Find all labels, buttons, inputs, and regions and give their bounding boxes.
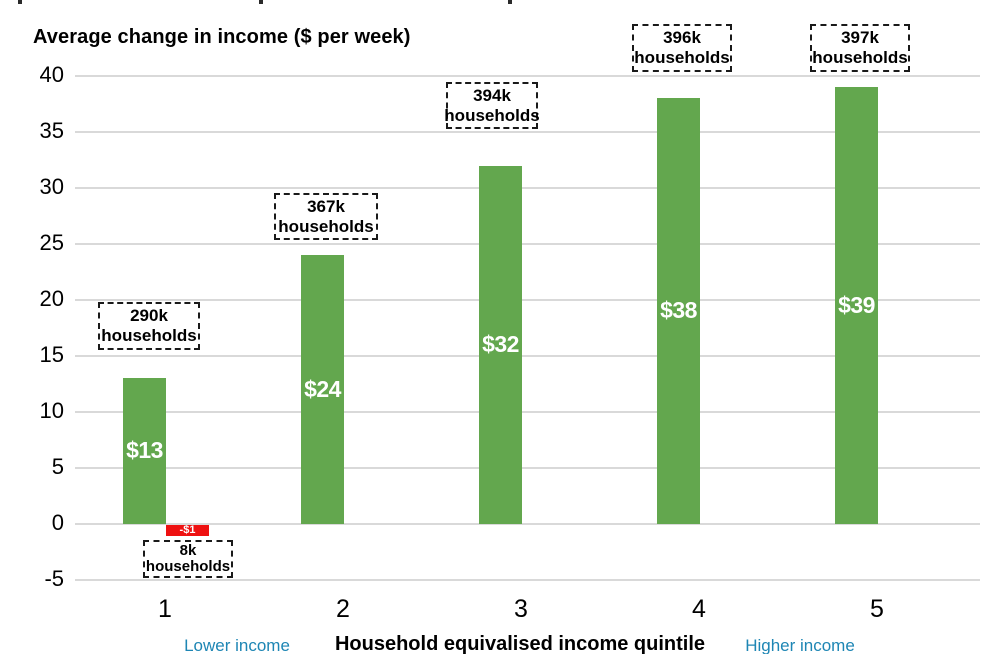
y-axis-tick-label: 25	[39, 230, 64, 255]
x-axis-title: Household equivalised income quintile	[334, 633, 706, 654]
x-axis-tick-label-5: 5	[870, 595, 884, 623]
cropped-text-artifact	[508, 0, 512, 4]
households-callout-text: households	[278, 216, 374, 236]
cropped-text-artifact	[18, 0, 22, 4]
households-callout-positive-bar-1: 290k households	[98, 302, 200, 350]
bar-value-label-5: $39	[838, 291, 875, 318]
negative-bar-value-label: -$1	[179, 524, 196, 537]
x-axis-higher-income-label: Higher income	[745, 636, 855, 654]
gridline-y-30	[75, 187, 980, 189]
households-callout-text: 290k	[130, 306, 168, 325]
households-callout-positive-bar-2: 367k households	[274, 193, 378, 240]
positive-bar-1	[123, 378, 166, 524]
x-axis-tick-label-4: 4	[692, 595, 706, 623]
positive-bar-3	[479, 165, 522, 524]
households-callout-text: 367k	[307, 196, 345, 216]
y-axis-tick-label: 35	[39, 118, 64, 143]
y-axis-tick-label: 40	[39, 62, 64, 87]
y-axis-tick-label: 10	[39, 398, 64, 423]
gridline-y--5	[75, 579, 980, 581]
positive-bar-2	[301, 255, 344, 524]
x-axis-tick-label-2: 2	[336, 595, 350, 623]
households-callout-text: households	[812, 48, 908, 67]
x-axis-tick-label-1: 1	[158, 595, 172, 623]
bar-value-label-4: $38	[660, 297, 697, 324]
households-callout-text: households	[145, 558, 231, 575]
households-callout-negative-bar-1: 8k households	[143, 540, 233, 578]
households-callout-text: 397k	[841, 28, 879, 47]
households-callout-text: 396k	[663, 28, 701, 47]
households-callout-text: 394k	[473, 85, 511, 105]
gridline-y-15	[75, 355, 980, 357]
y-axis-tick-label: 15	[39, 342, 64, 367]
negative-bar-1	[166, 525, 209, 537]
y-axis-tick-label: -5	[44, 566, 64, 591]
gridline-y-10	[75, 411, 980, 413]
positive-bar-4	[657, 98, 700, 524]
gridline-y-40	[75, 75, 980, 77]
gridline-y-20	[75, 299, 980, 301]
x-axis-lower-income-label: Lower income	[184, 636, 290, 654]
bar-value-label-3: $32	[482, 330, 519, 357]
gridline-y-35	[75, 131, 980, 133]
bar-value-label-1: $13	[126, 437, 163, 464]
households-callout-text: households	[634, 48, 730, 67]
y-axis-tick-label: 30	[39, 174, 64, 199]
bar-value-label-2: $24	[304, 375, 341, 402]
y-axis-tick-label: 20	[39, 286, 64, 311]
cropped-text-artifact	[259, 0, 263, 4]
households-callout-positive-bar-4: 396k households	[632, 24, 732, 72]
households-callout-text: households	[101, 326, 197, 345]
chart-title: Average change in income ($ per week)	[33, 26, 411, 48]
y-axis-tick-label: 5	[51, 454, 64, 479]
households-callout-positive-bar-3: 394k households	[444, 82, 540, 129]
households-callout-text: 8k	[179, 542, 197, 559]
y-axis-tick-label: 0	[51, 510, 64, 535]
gridline-y-25	[75, 243, 980, 245]
households-callout-text: households	[444, 105, 540, 125]
positive-bar-5	[835, 87, 878, 524]
gridline-y-5	[75, 467, 980, 469]
x-axis-tick-label-3: 3	[514, 595, 528, 623]
gridline-y-0	[75, 523, 980, 525]
households-callout-positive-bar-5: 397k households	[810, 24, 910, 72]
